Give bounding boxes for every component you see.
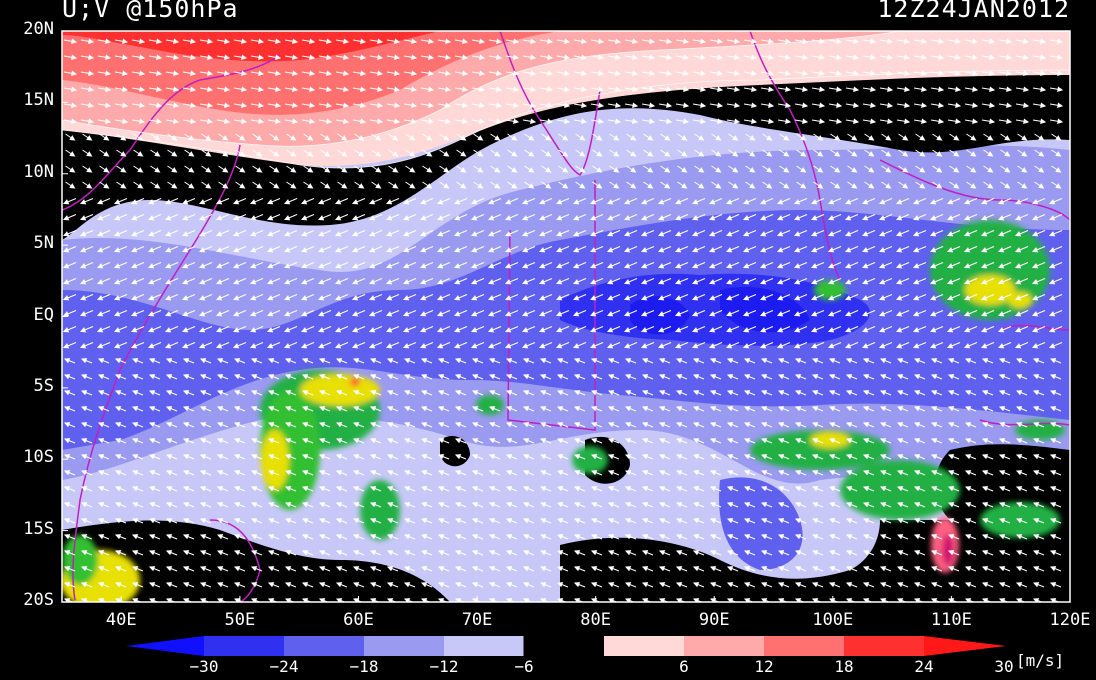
colorbar-tick-label: 24	[914, 657, 934, 676]
valid-time: 12Z24JAN2012	[877, 0, 1070, 23]
calm-zone-south-1	[62, 520, 450, 602]
lat-label: EQ	[33, 304, 54, 325]
colorbar-tick-label: 30	[994, 657, 1014, 676]
lon-label: 60E	[343, 610, 374, 630]
lat-label: 5S	[33, 375, 54, 396]
lon-label: 100E	[812, 610, 854, 630]
axis-ticks	[62, 30, 1071, 603]
calm-zone-east	[935, 444, 1070, 520]
lat-label: 5N	[33, 233, 54, 254]
lon-label: 40E	[105, 610, 137, 630]
colorbar-tick-label: −24	[269, 657, 299, 676]
jet-stream-24	[62, 31, 440, 62]
colorbar-tick-label: −30	[189, 657, 219, 676]
convection-clouds	[62, 220, 1065, 602]
wind-band-18b	[719, 477, 803, 570]
lon-label: 80E	[580, 610, 611, 630]
lon-label: 70E	[461, 610, 493, 630]
variable-title: U;V @150hPa	[62, 0, 239, 23]
lat-label: 20S	[23, 590, 54, 610]
colorbar-units: [m/s]	[1016, 651, 1065, 670]
colorbar-tick-label: 12	[754, 657, 774, 676]
lon-label: 120E	[1049, 610, 1091, 630]
lon-label: 90E	[698, 610, 730, 630]
colorbar-tick-label: −12	[429, 657, 459, 676]
lat-label: 15N	[23, 90, 54, 111]
colorbar-tick-label: 6	[679, 657, 689, 676]
calm-zone-north	[62, 70, 1070, 240]
lat-label: 15S	[23, 518, 54, 539]
lat-label: 10S	[23, 447, 54, 468]
lat-label: 20N	[23, 19, 54, 39]
wind-band-18	[62, 210, 1070, 450]
colorbar-tick-label: −6	[514, 657, 534, 676]
colorbar-tick-label: 18	[834, 657, 854, 676]
colorbar-tick-label: −18	[349, 657, 379, 676]
lon-label: 50E	[224, 610, 256, 630]
wind-vectors	[62, 38, 1064, 602]
lat-label: 10N	[23, 161, 54, 182]
coastlines	[62, 31, 1070, 602]
lon-label: 110E	[930, 610, 972, 630]
